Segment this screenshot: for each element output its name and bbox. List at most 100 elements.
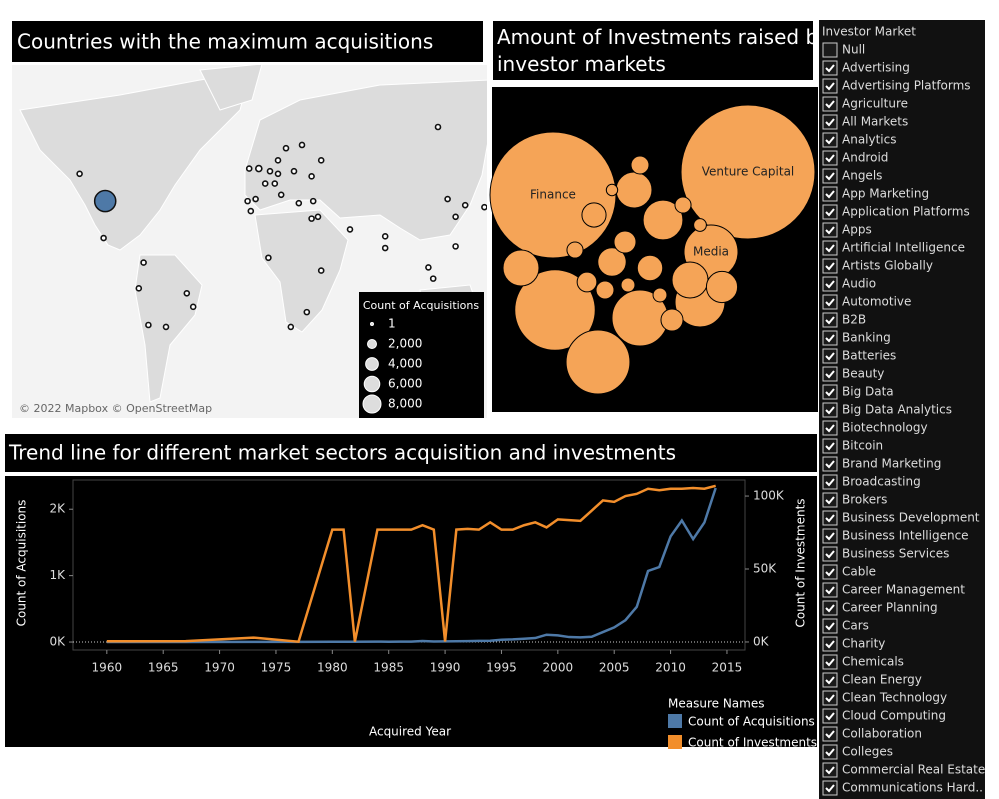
filter-item[interactable]: Automotive <box>822 294 911 310</box>
checkbox[interactable] <box>822 600 838 616</box>
filter-item[interactable]: Career Planning <box>822 600 938 616</box>
filter-item[interactable]: Advertising <box>822 60 910 76</box>
land <box>19 65 487 403</box>
checkbox[interactable] <box>822 114 838 130</box>
checkbox[interactable] <box>822 726 838 742</box>
filter-item[interactable]: Chemicals <box>822 654 904 670</box>
checkbox[interactable] <box>822 312 838 328</box>
filter-item[interactable]: Banking <box>822 330 891 346</box>
filter-item[interactable]: Brokers <box>822 492 887 508</box>
filter-item[interactable]: Charity <box>822 636 885 652</box>
filter-item[interactable]: Beauty <box>822 366 884 382</box>
filter-item[interactable]: Colleges <box>822 744 893 760</box>
checkbox[interactable] <box>822 132 838 148</box>
map-point <box>295 199 303 207</box>
filter-item[interactable]: Audio <box>822 276 876 292</box>
checkbox[interactable] <box>822 348 838 364</box>
filter-item[interactable]: Application Platforms <box>822 204 970 220</box>
checkbox[interactable] <box>822 222 838 238</box>
checkbox[interactable] <box>822 384 838 400</box>
filter-item[interactable]: Advertising Platforms <box>822 78 971 94</box>
filter-item[interactable]: Business Development <box>822 510 980 526</box>
filter-label: App Marketing <box>842 187 929 201</box>
checkbox[interactable] <box>822 204 838 220</box>
checkbox[interactable] <box>822 636 838 652</box>
check-mark <box>825 226 835 235</box>
filter-item[interactable]: Communications Hard.. <box>822 780 983 796</box>
checkbox[interactable] <box>822 510 838 526</box>
filter-item[interactable]: Angels <box>822 168 882 184</box>
checkbox[interactable] <box>822 780 838 796</box>
checkbox[interactable] <box>822 402 838 418</box>
checkbox[interactable] <box>822 618 838 634</box>
map-point <box>244 197 251 205</box>
checkbox[interactable] <box>822 96 838 112</box>
filter-label: Broadcasting <box>842 475 921 489</box>
checkbox[interactable] <box>822 690 838 706</box>
checkbox[interactable] <box>822 420 838 436</box>
filter-item[interactable]: Brand Marketing <box>822 456 941 472</box>
checkbox[interactable] <box>822 60 838 76</box>
filter-item[interactable]: B2B <box>822 312 866 328</box>
checkbox[interactable] <box>822 582 838 598</box>
filter-item[interactable]: Big Data Analytics <box>822 402 952 418</box>
checkbox[interactable] <box>822 168 838 184</box>
checkbox[interactable] <box>822 456 838 472</box>
size-legend-label: 1 <box>388 317 396 331</box>
map-point <box>282 144 290 152</box>
filter-item[interactable]: All Markets <box>822 114 908 130</box>
checkbox[interactable] <box>822 708 838 724</box>
filter-label: Apps <box>842 223 872 237</box>
checkbox[interactable] <box>822 672 838 688</box>
checkbox[interactable] <box>822 438 838 454</box>
filter-item[interactable]: Big Data <box>822 384 894 400</box>
filter-item[interactable]: Collaboration <box>822 726 922 742</box>
x-tick-label: 1975 <box>261 661 292 675</box>
filter-item[interactable]: Commercial Real Estate <box>822 762 985 778</box>
filter-item[interactable]: Agriculture <box>822 96 908 112</box>
filter-item[interactable]: Cable <box>822 564 876 580</box>
filter-item[interactable]: Cloud Computing <box>822 708 946 724</box>
checkbox[interactable] <box>822 276 838 292</box>
filter-label: Career Planning <box>842 601 938 615</box>
filter-item[interactable]: Clean Technology <box>822 690 947 706</box>
checkbox[interactable] <box>822 744 838 760</box>
checkbox[interactable] <box>822 474 838 490</box>
filter-item[interactable]: Career Management <box>822 582 965 598</box>
checkbox[interactable] <box>822 294 838 310</box>
checkbox[interactable] <box>822 186 838 202</box>
filter-item[interactable]: Business Services <box>822 546 949 562</box>
checkbox[interactable] <box>822 366 838 382</box>
map-point <box>140 259 147 266</box>
filter-item[interactable]: Clean Energy <box>822 672 922 688</box>
filter-item[interactable]: Null <box>822 42 865 58</box>
filter-title: Investor Market <box>822 25 916 39</box>
filter-item[interactable]: Business Intelligence <box>822 528 969 544</box>
filter-item[interactable]: Broadcasting <box>822 474 921 490</box>
checkbox[interactable] <box>822 240 838 256</box>
checkbox[interactable] <box>822 564 838 580</box>
checkbox[interactable] <box>822 546 838 562</box>
filter-item[interactable]: Biotechnology <box>822 420 928 436</box>
checkbox[interactable] <box>822 654 838 670</box>
filter-item[interactable]: Cars <box>822 618 869 634</box>
size-legend-mark <box>370 322 374 326</box>
filter-item[interactable]: Batteries <box>822 348 896 364</box>
checkbox[interactable] <box>822 762 838 778</box>
checkbox[interactable] <box>822 78 838 94</box>
filter-item[interactable]: Bitcoin <box>822 438 883 454</box>
checkbox[interactable] <box>822 528 838 544</box>
checkbox[interactable] <box>822 330 838 346</box>
filter-item[interactable]: Artists Globally <box>822 258 933 274</box>
filter-item[interactable]: Android <box>822 150 888 166</box>
map-point <box>274 157 282 164</box>
checkbox[interactable] <box>822 42 838 58</box>
filter-item[interactable]: App Marketing <box>822 186 929 202</box>
map-point <box>308 215 315 222</box>
filter-item[interactable]: Apps <box>822 222 872 238</box>
checkbox[interactable] <box>822 150 838 166</box>
filter-item[interactable]: Artificial Intelligence <box>822 240 965 256</box>
checkbox[interactable] <box>822 258 838 274</box>
checkbox[interactable] <box>822 492 838 508</box>
filter-item[interactable]: Analytics <box>822 132 897 148</box>
